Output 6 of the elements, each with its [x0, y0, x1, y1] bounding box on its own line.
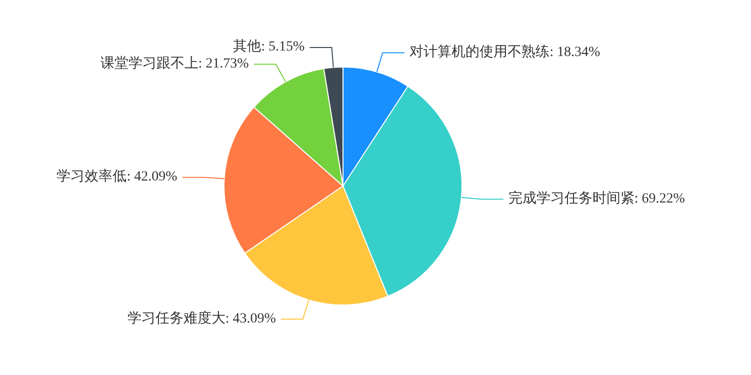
slice-label: 学习效率低: 42.09%	[56, 168, 178, 185]
slice-label: 其他: 5.15%	[233, 38, 306, 55]
slice-label: 对计算机的使用不熟练: 18.34%	[410, 44, 600, 60]
slice-label: 课堂学习跟不上: 21.73%	[100, 56, 250, 72]
slice-label: 完成学习任务时间紧: 69.22%	[508, 190, 686, 207]
slice-label: 学习任务难度大: 43.09%	[127, 310, 276, 326]
